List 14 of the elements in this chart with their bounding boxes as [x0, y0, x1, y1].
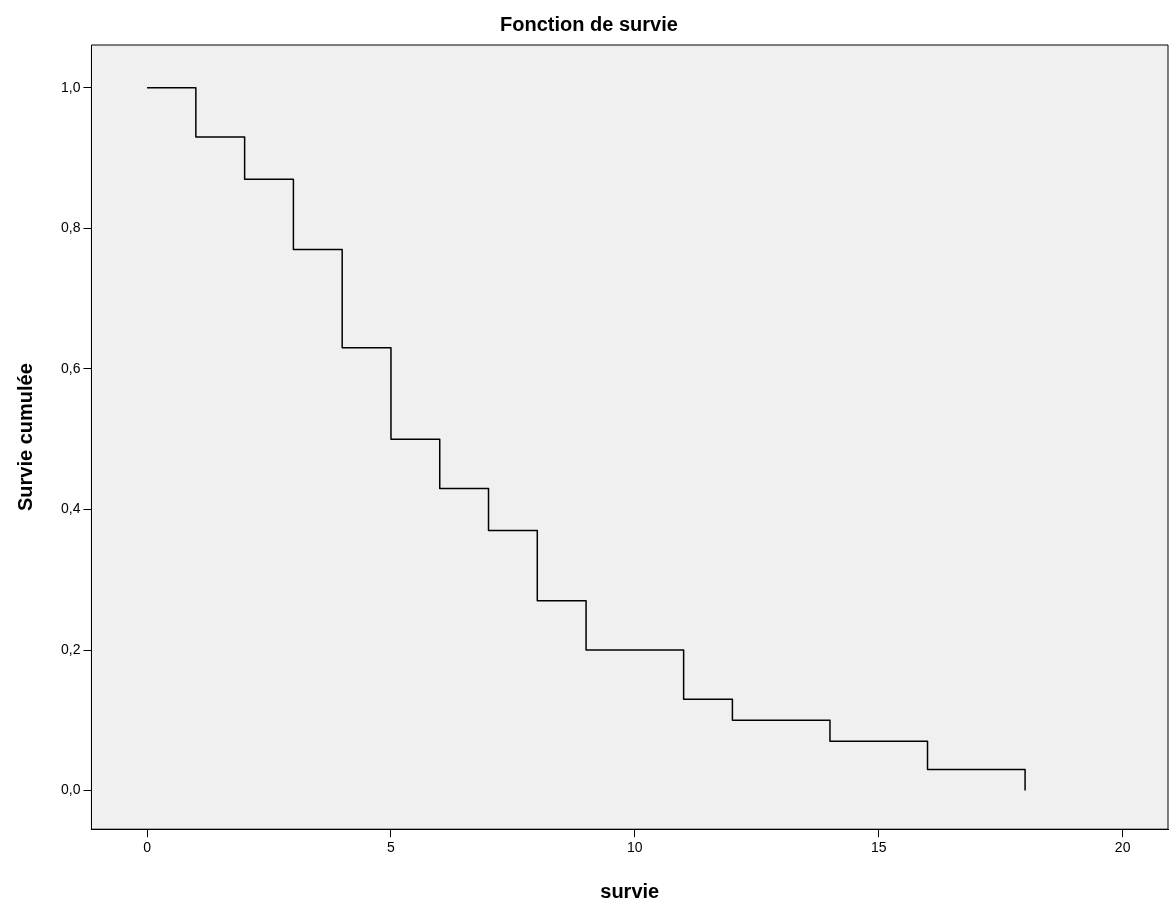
- x-tick-label: 5: [387, 839, 396, 856]
- y-tick-label: 0,6: [60, 359, 81, 376]
- y-tick-label: 0,4: [60, 500, 81, 517]
- y-tick-label: 0,8: [60, 219, 81, 236]
- x-tick-label: 15: [870, 839, 887, 856]
- y-tick-label: 0,2: [60, 640, 81, 657]
- y-tick-label: 0,0: [60, 781, 81, 798]
- x-tick-label: 0: [143, 839, 152, 856]
- x-axis-title: survie: [600, 879, 660, 902]
- x-tick-label: 20: [1114, 839, 1131, 856]
- y-tick-label: 1,0: [60, 78, 81, 95]
- y-axis-title: Survie cumulée: [13, 363, 36, 512]
- chart-title: Fonction de survie: [500, 12, 678, 35]
- x-tick-label: 10: [627, 839, 643, 856]
